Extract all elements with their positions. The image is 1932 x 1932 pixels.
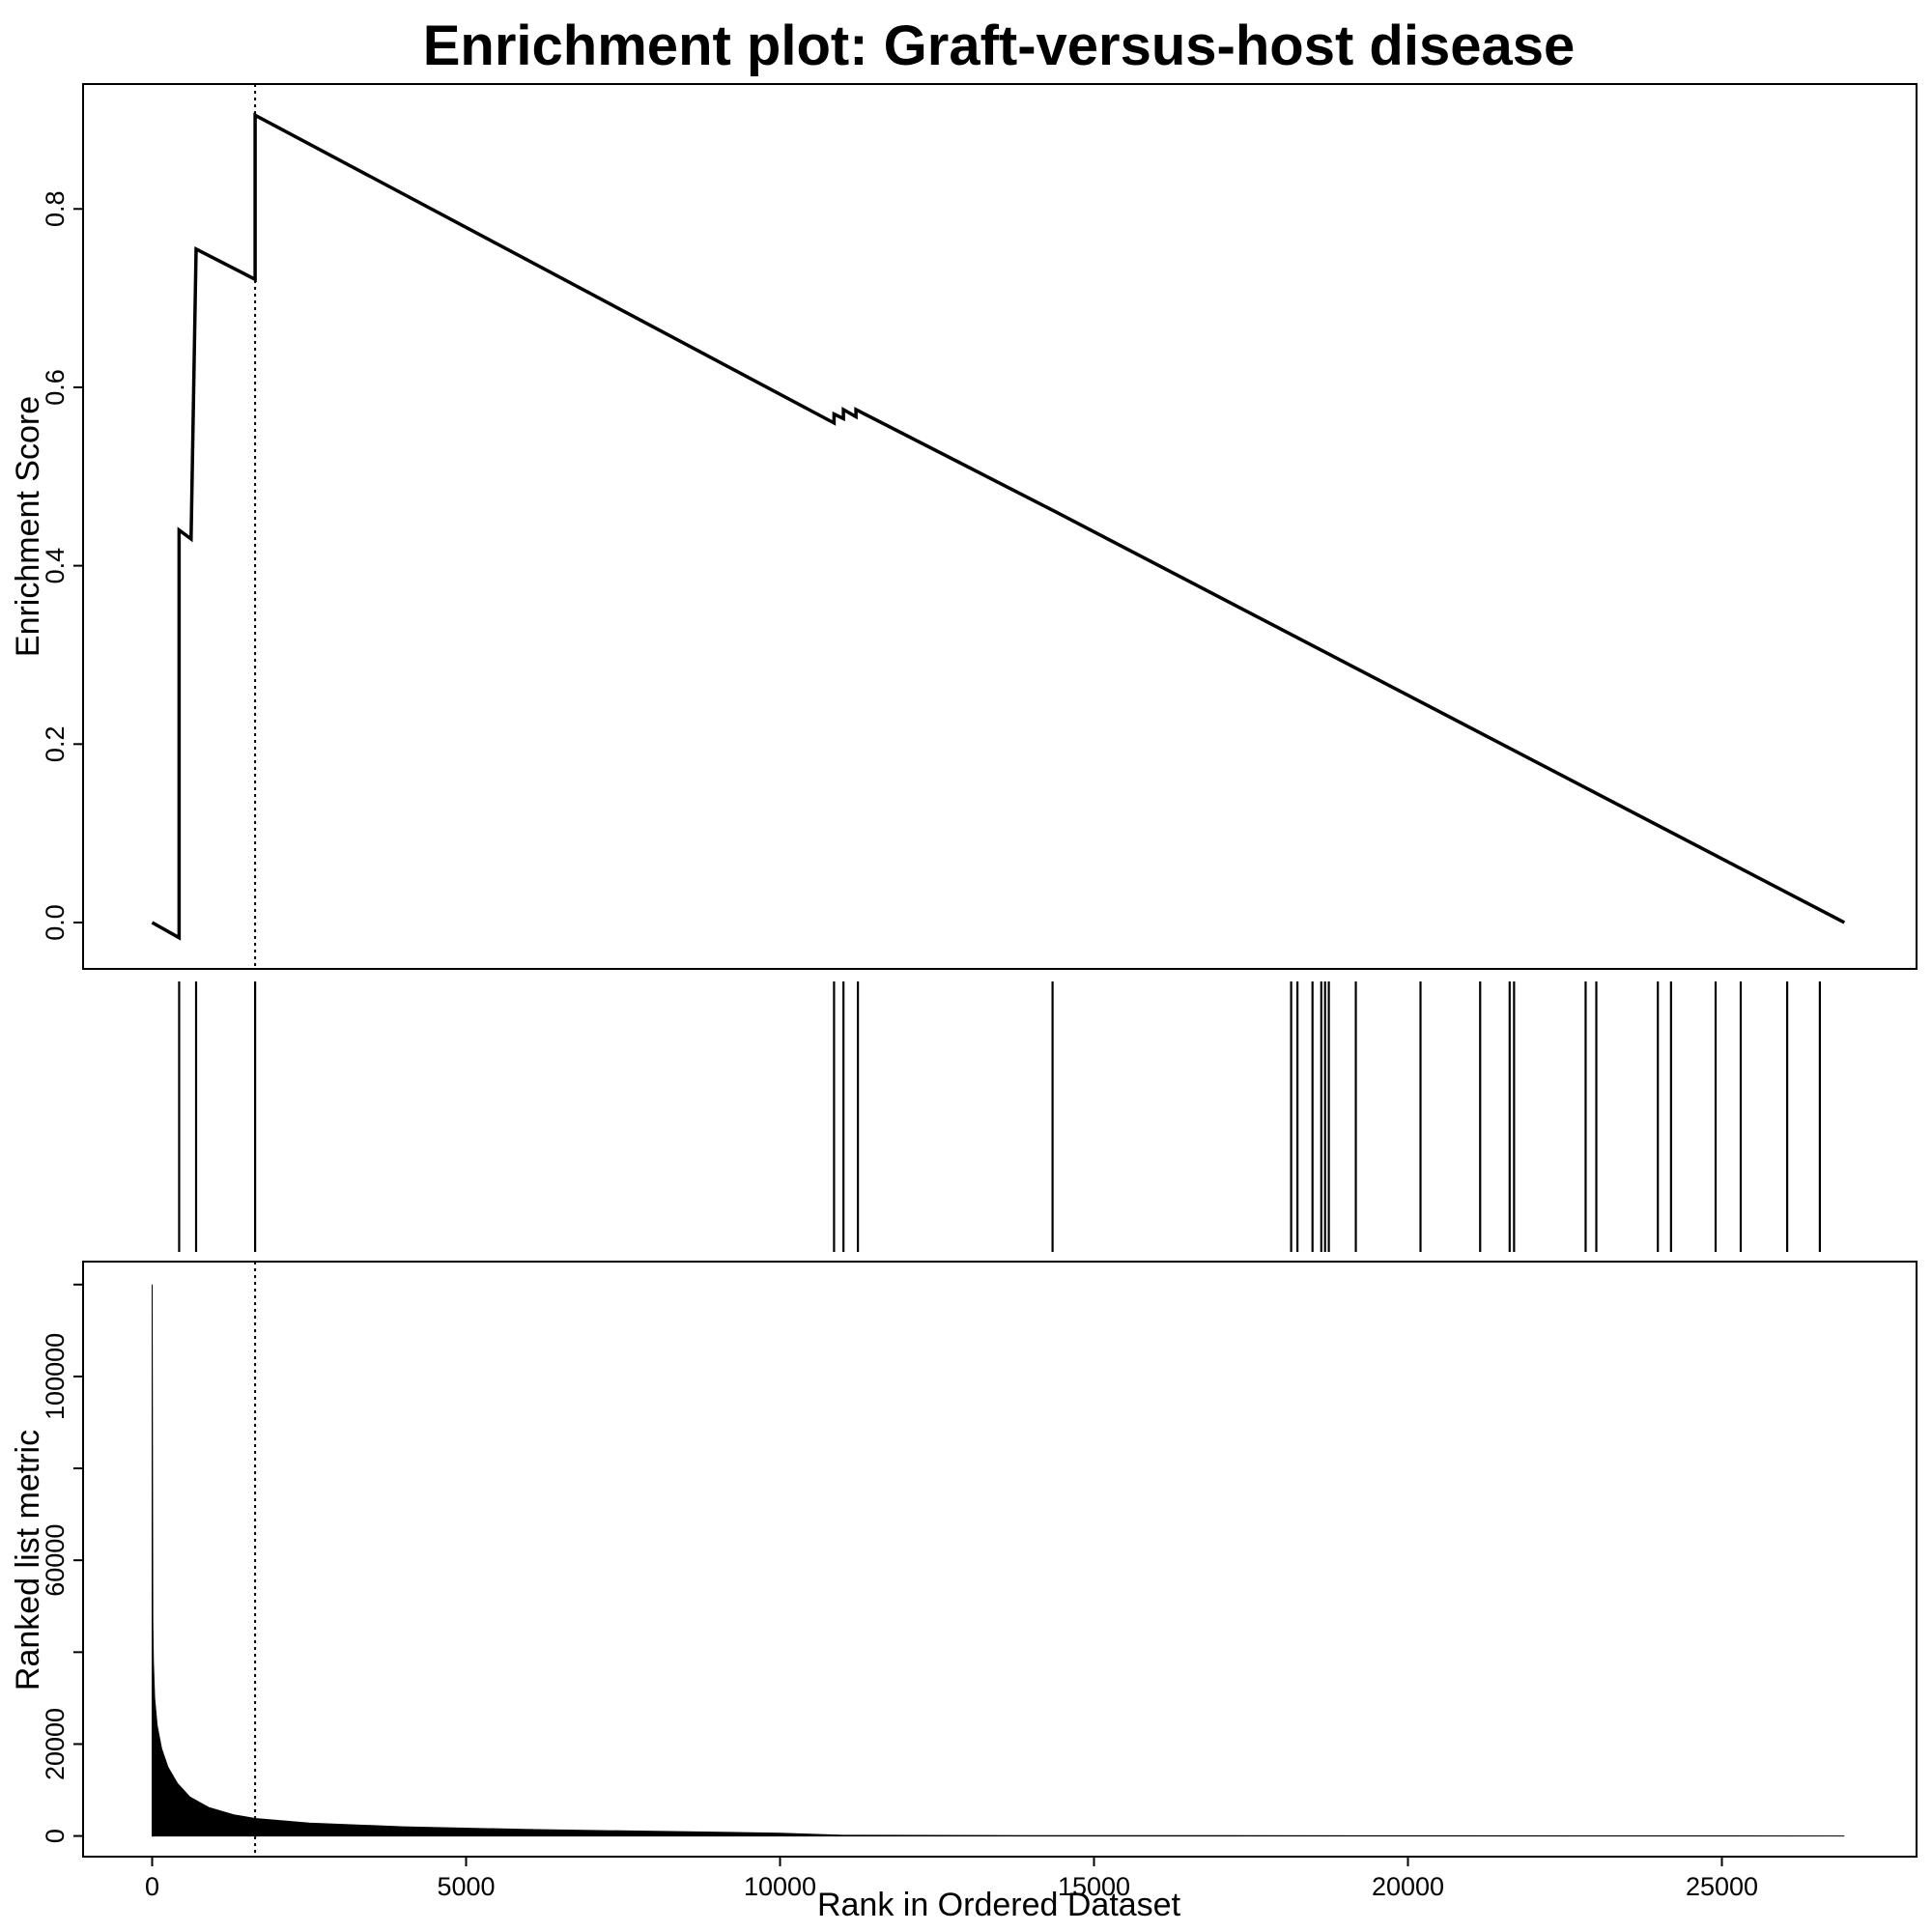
rl-y-axis: 0 20000 60000 100000 [41, 1283, 83, 1843]
chart-title: Enrichment plot: Graft-versus-host disea… [423, 14, 1575, 77]
rl-x-tick-label: 10000 [744, 1872, 816, 1901]
rl-plot-frame [82, 1261, 1918, 1858]
rl-y-tick-label: 100000 [41, 1333, 70, 1420]
rl-x-tick-label: 25000 [1686, 1872, 1758, 1901]
es-curve [151, 112, 1846, 941]
es-y-axis: 0.0 0.2 0.4 0.6 0.8 [41, 191, 83, 941]
rl-x-tick-label: 20000 [1372, 1872, 1444, 1901]
rl-x-tick-label: 0 [145, 1872, 159, 1901]
ranked-list-panel: 0 20000 60000 100000 0 5000 10000 15000 20000 25… [10, 1261, 1918, 1923]
rl-x-axis: 0 5000 10000 15000 20000 25000 [145, 1857, 1758, 1901]
rl-x-axis-label: Rank in Ordered Dataset [817, 1887, 1181, 1923]
es-plot-frame [82, 83, 1918, 970]
gene-set-hits-panel [178, 981, 1822, 1252]
es-y-tick-label: 0.6 [41, 369, 70, 406]
es-y-tick-label: 0.8 [41, 191, 70, 228]
rl-y-tick-label: 0 [41, 1829, 70, 1843]
rl-x-tick-label: 15000 [1058, 1872, 1130, 1901]
es-y-tick-label: 0.4 [41, 548, 70, 584]
rl-y-axis-label: Ranked list metric [10, 1430, 46, 1690]
rl-x-tick-label: 5000 [437, 1872, 495, 1901]
es-y-tick-label: 0.2 [41, 726, 70, 763]
es-y-tick-label: 0.0 [41, 904, 70, 941]
rl-y-tick-label: 60000 [41, 1524, 70, 1597]
enrichment-score-panel: 0.0 0.2 0.4 0.6 0.8 Enrichment Score [10, 83, 1918, 970]
es-y-axis-label: Enrichment Score [10, 396, 46, 657]
ranked-metric-area [152, 1284, 1845, 1837]
rl-y-tick-label: 20000 [41, 1708, 70, 1780]
